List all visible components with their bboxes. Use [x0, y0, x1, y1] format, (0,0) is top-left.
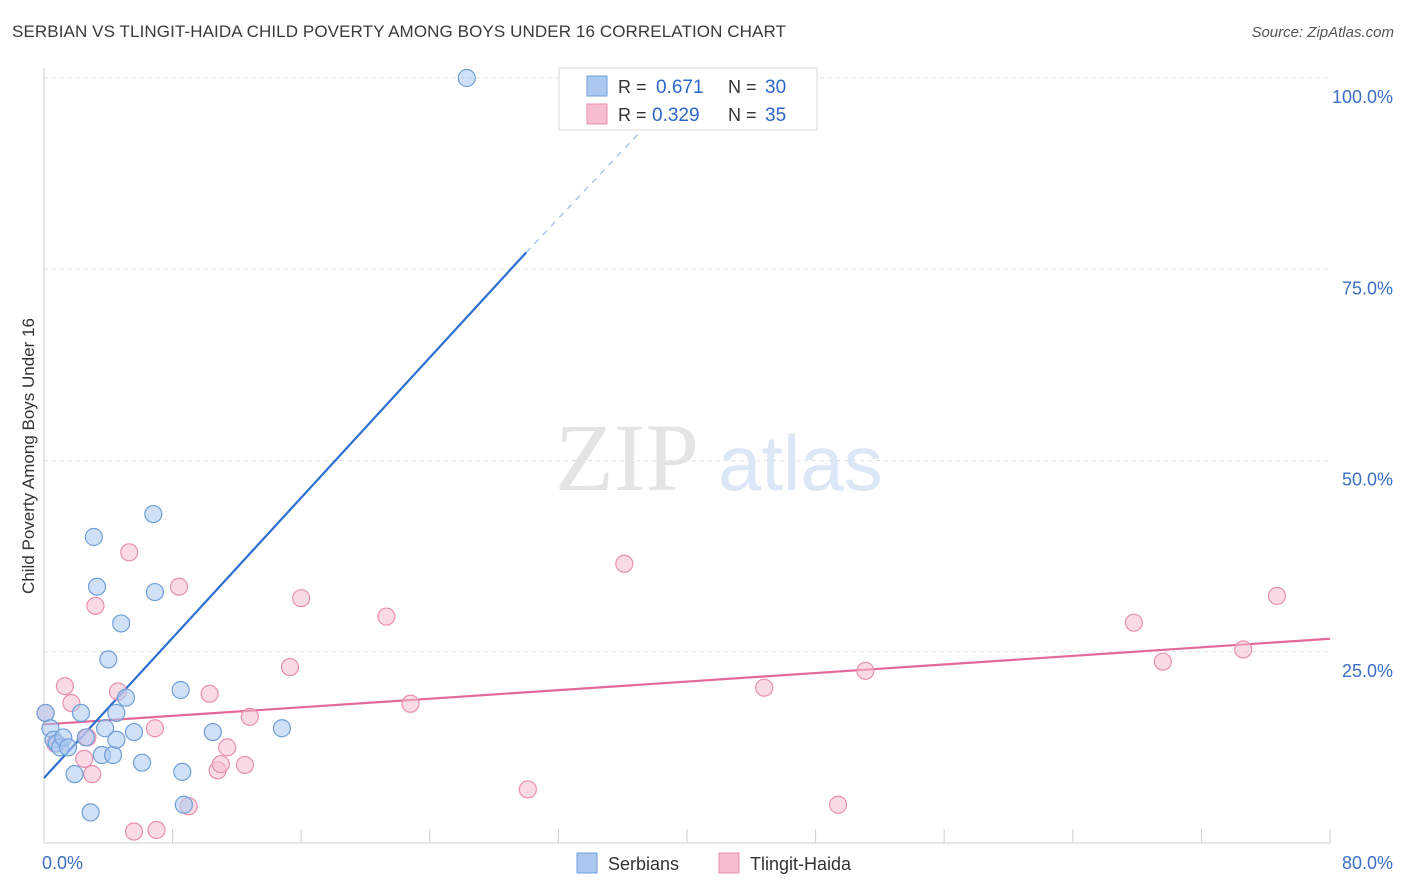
stats-n-value-serbians: 30	[765, 77, 786, 98]
point-serbians	[76, 728, 95, 747]
stats-n-label-serbians: N =	[728, 77, 757, 97]
point-serbians	[59, 738, 78, 757]
point-tlingit	[615, 554, 634, 573]
y-tick-label: 100.0%	[1332, 87, 1393, 107]
y-tick-label: 50.0%	[1342, 470, 1393, 490]
point-tlingit	[1124, 613, 1143, 632]
point-tlingit	[86, 596, 105, 615]
stats-r-value-serbians: 0.671	[656, 77, 704, 98]
point-tlingit	[218, 738, 237, 757]
point-tlingit	[75, 749, 94, 768]
point-serbians	[112, 614, 131, 633]
point-serbians	[107, 703, 126, 723]
point-serbians	[171, 680, 190, 700]
point-serbians	[95, 719, 115, 738]
y-tick-label: 25.0%	[1342, 661, 1393, 681]
point-tlingit	[292, 589, 311, 608]
trend-line-tlingit	[43, 637, 1331, 726]
point-serbians	[132, 753, 152, 772]
point-serbians	[272, 719, 292, 738]
point-tlingit	[280, 657, 300, 677]
point-tlingit	[856, 661, 875, 680]
point-serbians	[174, 795, 193, 814]
point-tlingit	[147, 820, 166, 840]
stats-legend: R = 0.671 N = 30 R = 0.329 N = 35	[558, 67, 818, 131]
point-serbians	[144, 504, 163, 524]
data-points	[36, 68, 1287, 841]
point-serbians	[124, 722, 144, 742]
legend-swatch-serbians	[576, 852, 598, 874]
point-tlingit	[124, 822, 144, 841]
point-serbians	[99, 650, 118, 669]
stats-r-label-tlingit: R =	[618, 105, 647, 125]
x-tick-label-max: 80.0%	[1342, 853, 1393, 873]
legend-label-serbians: Serbians	[608, 854, 679, 874]
point-tlingit	[1234, 640, 1253, 659]
point-tlingit	[55, 677, 74, 696]
point-serbians	[65, 765, 84, 784]
stats-r-value-tlingit: 0.329	[652, 105, 700, 126]
watermark-atlas: atlas	[718, 419, 883, 507]
stats-n-value-tlingit: 35	[765, 105, 786, 126]
watermark: ZIP atlas	[555, 404, 883, 511]
point-serbians	[71, 703, 91, 723]
point-tlingit	[120, 543, 139, 562]
stats-n-label-tlingit: N =	[728, 105, 757, 125]
legend-label-tlingit: Tlingit-Haida	[750, 854, 852, 874]
point-tlingit	[235, 755, 255, 775]
point-tlingit	[755, 678, 774, 697]
point-serbians	[104, 745, 123, 765]
point-serbians	[145, 582, 165, 602]
point-serbians	[116, 688, 136, 707]
stats-r-label-serbians: R =	[618, 77, 647, 97]
stats-swatch-tlingit	[586, 103, 608, 125]
source-label: Source: ZipAtlas.com	[1251, 24, 1394, 41]
point-tlingit	[829, 795, 848, 814]
point-tlingit	[518, 780, 537, 799]
point-tlingit	[200, 684, 219, 703]
stats-swatch-serbians	[586, 75, 608, 97]
point-tlingit	[83, 765, 102, 784]
y-tick-labels: 25.0% 50.0% 75.0% 100.0%	[1332, 87, 1393, 681]
point-serbians	[84, 527, 103, 547]
point-tlingit	[145, 719, 165, 738]
point-tlingit	[1267, 586, 1287, 606]
trend-line-serbians-extension	[525, 115, 656, 253]
point-serbians	[457, 68, 476, 88]
point-tlingit	[169, 577, 189, 596]
point-tlingit	[377, 607, 396, 626]
point-serbians	[107, 730, 126, 749]
point-tlingit	[211, 755, 230, 774]
series-legend: Serbians Tlingit-Haida	[576, 852, 852, 874]
point-serbians	[203, 722, 222, 742]
chart-title: SERBIAN VS TLINGIT-HAIDA CHILD POVERTY A…	[12, 22, 787, 41]
y-axis-label: Child Poverty Among Boys Under 16	[19, 318, 38, 594]
grid-lines	[44, 77, 1330, 653]
point-tlingit	[240, 707, 259, 726]
watermark-zip: ZIP	[555, 404, 699, 511]
point-serbians	[36, 703, 55, 723]
legend-swatch-tlingit	[718, 852, 740, 874]
point-tlingit	[401, 694, 420, 713]
y-tick-label: 75.0%	[1342, 278, 1393, 298]
point-serbians	[81, 803, 100, 822]
x-tick-label-min: 0.0%	[42, 853, 83, 873]
point-serbians	[87, 577, 107, 596]
point-tlingit	[1153, 652, 1172, 671]
x-axis-ticks	[43, 829, 1331, 843]
point-serbians	[173, 762, 192, 781]
